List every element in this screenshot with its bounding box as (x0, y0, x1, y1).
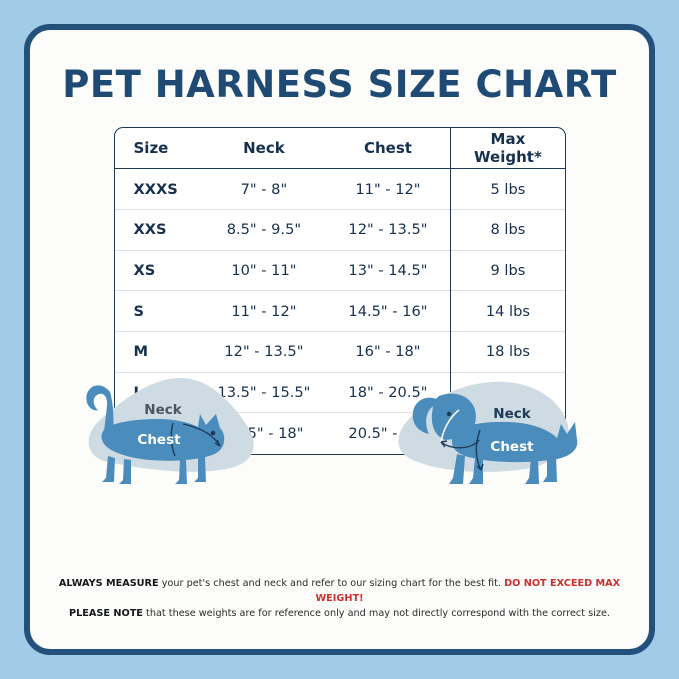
cat-chest-arrow (214, 439, 221, 447)
dog-neck-arrow (440, 440, 448, 448)
dog-neck-label: Neck (494, 406, 532, 422)
cell-neck: 10" - 11" (231, 261, 297, 279)
table-row: XXS 8.5" - 9.5" 12" - 13.5" 8 lbs (114, 209, 565, 251)
cat-silhouette (86, 385, 225, 484)
dog-chest-arrow (476, 463, 484, 471)
table-header: Size Neck Chest Max Weight* (114, 128, 565, 169)
cell-neck: 11" - 12" (231, 302, 297, 320)
cell-neck: 8.5" - 9.5" (226, 221, 302, 239)
footnote-always-measure: ALWAYS MEASURE (58, 577, 159, 589)
cat-neck-label: Neck (144, 402, 182, 418)
dog-chest-label: Chest (491, 439, 535, 455)
footnote-line-2: PLEASE NOTE that these weights are for r… (44, 606, 635, 621)
cell-chest: 12" - 13.5" (348, 221, 428, 239)
footnote: ALWAYS MEASURE your pet's chest and neck… (44, 576, 635, 621)
dog-chest-measure-line (475, 429, 482, 471)
footnote-line-1-text: your pet's chest and neck and refer to o… (158, 577, 505, 589)
cell-weight: 18 lbs (450, 331, 565, 373)
footnote-line-1: ALWAYS MEASURE your pet's chest and neck… (44, 576, 635, 606)
dog-silhouette (412, 393, 578, 484)
table-row: S 11" - 12" 14.5" - 16" 14 lbs (114, 290, 565, 332)
cell-neck: 13.5" - 15.5" (217, 383, 311, 401)
column-header-max-weight: Max Weight* (450, 128, 565, 169)
column-header-neck: Neck (243, 139, 285, 158)
table-row: M 12" - 13.5" 16" - 18" 18 lbs (114, 331, 565, 373)
cell-neck: 12" - 13.5" (224, 343, 304, 361)
pet-illustrations: Neck Chest Neck Chest (30, 370, 649, 490)
cat-chest-label: Chest (137, 432, 181, 448)
cell-neck: 7" - 8" (240, 180, 288, 198)
footnote-warning: DO NOT EXCEED MAX WEIGHT! (315, 577, 621, 604)
column-header-size: Size (133, 139, 169, 158)
cell-weight: 9 lbs (450, 250, 565, 291)
cell-chest: 11" - 12" (355, 180, 421, 198)
cell-weight: 8 lbs (450, 209, 565, 251)
cat-neck-measure-line (170, 422, 176, 457)
cell-weight: 5 lbs (450, 168, 565, 210)
table-row: XS 10" - 11" 13" - 14.5" 9 lbs (114, 250, 565, 291)
cell-chest: 16" - 18" (355, 343, 421, 361)
cell-chest: 14.5" - 16" (348, 302, 428, 320)
cell-size: M (133, 343, 149, 361)
page-title: PET HARNESS SIZE CHART (62, 63, 617, 106)
cat-diagram: Neck Chest (86, 378, 254, 484)
size-chart-card: PET HARNESS SIZE CHART Size Neck Chest M… (24, 24, 655, 655)
cell-size: XXS (133, 221, 167, 239)
cell-weight: 14 lbs (450, 290, 565, 332)
table-header-row: Size Neck Chest Max Weight* (114, 128, 565, 169)
dog-neck-measure-line (440, 409, 460, 443)
cell-chest: 18" - 20.5" (348, 383, 428, 401)
column-header-chest: Chest (363, 139, 412, 158)
cell-size: XXXS (133, 180, 178, 198)
cell-chest: 13" - 14.5" (348, 261, 428, 279)
cell-size: XS (133, 261, 156, 279)
footnote-line-2-text: that these weights are for reference onl… (142, 607, 610, 619)
dog-diagram: Neck Chest (398, 381, 578, 484)
footnote-please-note: PLEASE NOTE (69, 607, 143, 619)
table-row: XXXS 7" - 8" 11" - 12" 5 lbs (115, 168, 565, 210)
cell-size: S (133, 302, 145, 320)
